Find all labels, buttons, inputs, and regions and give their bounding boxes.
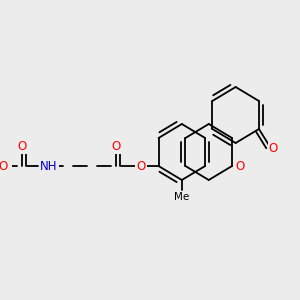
Text: O: O: [269, 142, 278, 155]
Text: O: O: [0, 160, 8, 172]
Text: O: O: [17, 140, 27, 152]
Text: O: O: [112, 140, 121, 152]
Text: Me: Me: [174, 192, 190, 202]
Text: NH: NH: [40, 160, 58, 172]
Text: O: O: [235, 160, 244, 172]
Text: O: O: [136, 160, 146, 172]
